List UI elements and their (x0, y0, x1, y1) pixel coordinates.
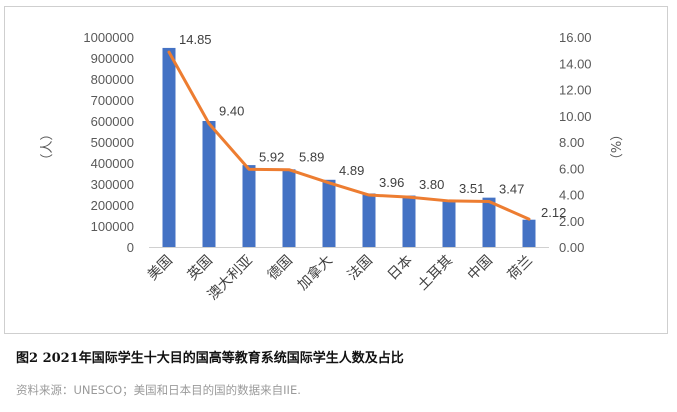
data-label: 3.51 (459, 181, 484, 196)
y2-tick-label: 14.00 (559, 56, 592, 71)
x-tick-label: 澳大利亚 (205, 253, 256, 304)
y2-tick-label: 16.00 (559, 30, 592, 45)
source-note: 资料来源：UNESCO；美国和日本目的国的数据来自IIE. (16, 383, 301, 397)
y-tick-label: 900000 (91, 51, 134, 66)
data-label: 5.89 (299, 150, 324, 165)
data-label: 5.92 (259, 149, 284, 164)
x-tick-label: 荷兰 (505, 253, 536, 284)
bar (322, 179, 336, 247)
y2-tick-label: 8.00 (559, 135, 584, 150)
x-tick-label: 中国 (465, 253, 496, 284)
y-tick-label: 1000000 (83, 30, 134, 45)
bar (442, 199, 456, 247)
bar (402, 195, 416, 247)
y-tick-label: 200000 (91, 198, 134, 213)
y2-tick-label: 10.00 (559, 109, 592, 124)
y-tick-label: 500000 (91, 135, 134, 150)
y-tick-label: 100000 (91, 219, 134, 234)
y-tick-label: 0 (127, 240, 134, 255)
bar (282, 169, 296, 247)
y2-tick-label: 12.00 (559, 83, 592, 98)
y2-tick-label: 6.00 (559, 161, 584, 176)
x-tick-label: 日本 (385, 253, 416, 284)
x-tick-label: 法国 (345, 253, 376, 284)
y2-tick-label: 0.00 (559, 240, 584, 255)
combo-chart: 0 100000 200000 300000 400000 500000 600000 700… (40, 30, 625, 304)
bar (362, 193, 376, 247)
bar (522, 219, 536, 247)
data-label: 4.89 (339, 163, 364, 178)
y-axis-label: （人） (40, 127, 55, 166)
x-tick-label: 土耳其 (415, 253, 456, 294)
data-label: 14.85 (179, 32, 212, 47)
share-series-line (167, 50, 531, 221)
y2-axis-label: （%） (610, 128, 625, 166)
y-tick-label: 700000 (91, 93, 134, 108)
x-tick-label: 美国 (145, 253, 176, 284)
bar (202, 121, 216, 247)
y2-tick-label: 2.00 (559, 214, 584, 229)
y-tick-label: 600000 (91, 114, 134, 129)
x-tick-label: 英国 (184, 252, 216, 284)
y-tick-label: 400000 (91, 156, 134, 171)
x-tick-label: 加拿大 (294, 252, 336, 294)
figure-caption: 图2 2021年国际学生十大目的国高等教育系统国际学生人数及占比 (16, 351, 404, 366)
bar (242, 165, 256, 247)
y-tick-label: 300000 (91, 177, 134, 192)
data-label: 3.47 (499, 181, 524, 196)
chart-card: 0 100000 200000 300000 400000 500000 600000 700… (4, 6, 668, 334)
bar (162, 47, 176, 247)
data-label: 9.40 (219, 104, 244, 119)
bar (482, 197, 496, 247)
data-label: 3.80 (419, 177, 444, 192)
y2-tick-label: 4.00 (559, 188, 584, 203)
data-label: 3.96 (379, 175, 404, 190)
y-tick-label: 800000 (91, 72, 134, 87)
x-tick-label: 德国 (265, 253, 296, 284)
data-label: 2.12 (541, 205, 566, 220)
